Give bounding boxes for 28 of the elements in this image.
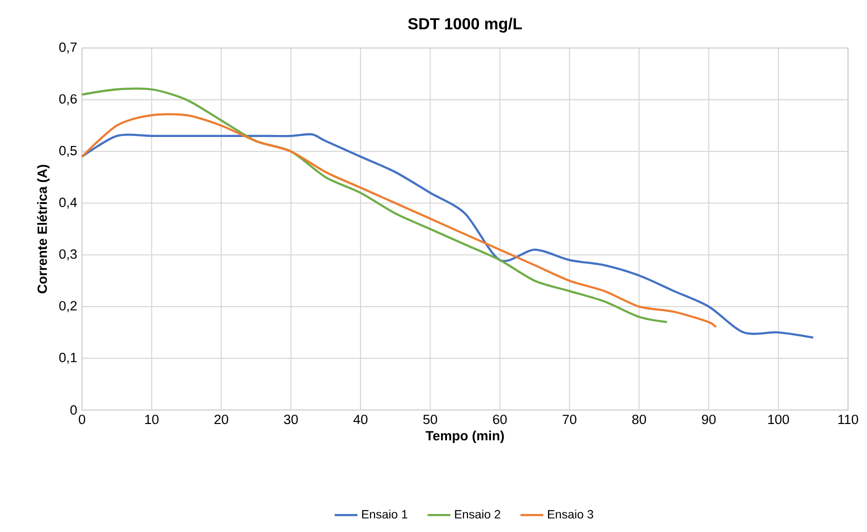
line-series (80, 113, 717, 328)
y-tick-label: 0,6 (59, 94, 77, 106)
x-tick-label: 50 (423, 414, 438, 424)
y-tick-label: 0,7 (59, 42, 77, 54)
x-axis-title: Tempo (min) (426, 430, 504, 444)
x-tick-label: 70 (562, 414, 576, 424)
x-tick-label: 20 (214, 414, 228, 424)
x-tick-label: 110 (838, 414, 858, 424)
y-tick-label: 0,2 (59, 301, 77, 312)
legend-label: Ensaio 2 (455, 510, 500, 519)
y-axis-title: Corrente Elétrica (A) (37, 164, 50, 294)
x-tick-label: 10 (145, 414, 159, 424)
legend-label: Ensaio 1 (362, 510, 408, 519)
y-tick-label: 0,1 (59, 352, 77, 364)
x-tick-label: 0 (78, 414, 86, 424)
line-series (80, 87, 668, 324)
y-tick-label: 0,4 (59, 198, 77, 209)
x-tick-label: 80 (632, 414, 646, 424)
y-tick-label: 0 (70, 405, 77, 415)
x-tick-label: 40 (353, 414, 368, 424)
x-tick-label: 30 (284, 414, 298, 424)
y-tick-label: 0,5 (59, 146, 77, 157)
x-tick-label: 90 (702, 414, 716, 424)
legend-label: Ensaio 3 (548, 510, 594, 519)
x-tick-label: 100 (768, 414, 789, 424)
y-tick-label: 0,3 (59, 249, 77, 260)
chart-title: SDT 1000 mg/L (408, 18, 522, 33)
x-tick-label: 60 (493, 414, 507, 424)
